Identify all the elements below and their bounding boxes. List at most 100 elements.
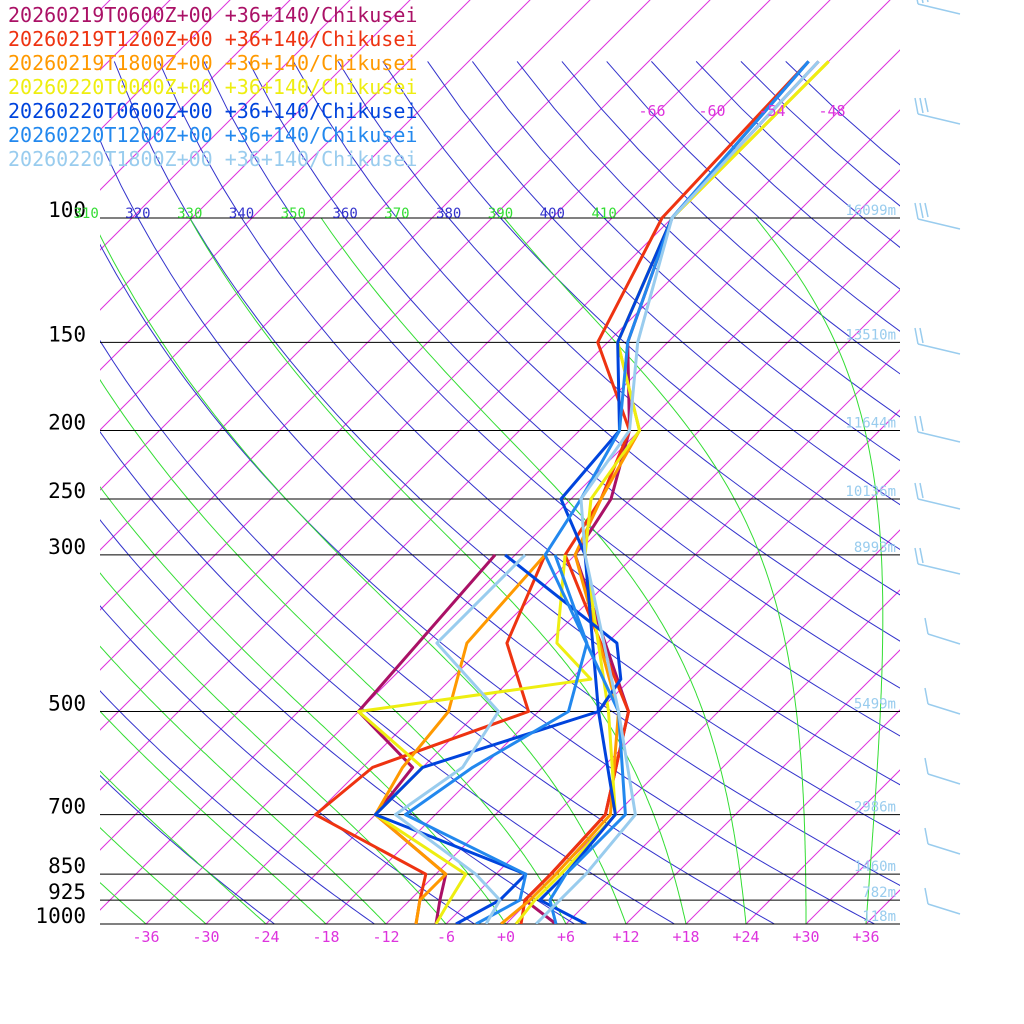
wind-barb-flag xyxy=(924,617,929,635)
isotherm-line xyxy=(926,0,1024,924)
dry-adiabat-line xyxy=(471,61,900,462)
wind-barb-flag xyxy=(916,0,919,5)
temperature-tick-label: -18 xyxy=(312,928,339,946)
upper-isotherm-label: -60 xyxy=(698,102,725,120)
temperature-tick-label: +30 xyxy=(792,928,819,946)
height-label: 11644m xyxy=(845,416,896,432)
wind-barb-shaft xyxy=(927,633,961,645)
wind-barb-shaft xyxy=(927,703,961,715)
temperature-tick-label: -12 xyxy=(372,928,399,946)
wind-barb-flag xyxy=(924,687,929,705)
temperature-tick-label: +0 xyxy=(497,928,515,946)
wind-barb xyxy=(916,0,961,15)
dry-adiabat-line xyxy=(100,243,875,924)
theta-label: 400 xyxy=(540,206,565,222)
height-label: 1460m xyxy=(854,859,896,875)
pressure-label-300: 300 xyxy=(48,535,86,559)
wind-barb-shaft xyxy=(927,903,961,915)
height-label: 118m xyxy=(862,909,896,925)
height-label: 10136m xyxy=(845,484,896,500)
dry-adiabat-line xyxy=(100,519,575,924)
wind-barb-flag xyxy=(919,482,924,499)
wind-barb-flag xyxy=(919,547,924,564)
temperature-tick-label: +18 xyxy=(672,928,699,946)
wind-barb-flag xyxy=(914,415,919,433)
isotherm-line xyxy=(805,829,900,924)
wind-barb-flag xyxy=(924,887,929,905)
pressure-label-200: 200 xyxy=(48,411,86,435)
theta-label: 380 xyxy=(436,206,461,222)
wind-barb xyxy=(924,617,961,645)
temperature-line xyxy=(534,60,820,924)
legend-entry: 20260219T0600Z+00 +36+140/Chikusei xyxy=(8,3,417,27)
wind-barb-shaft xyxy=(917,563,961,575)
height-label: 5499m xyxy=(854,696,896,712)
wind-barb-flag xyxy=(926,0,929,3)
isotherm-line xyxy=(685,709,900,924)
pressure-label-500: 500 xyxy=(48,691,86,715)
dewpoint-line xyxy=(373,553,623,924)
isotherm-line xyxy=(100,0,471,371)
wind-barb-shaft xyxy=(917,113,961,125)
wind-barb-flag xyxy=(921,0,924,4)
legend-entry: 20260220T0600Z+00 +36+140/Chikusei xyxy=(8,99,417,123)
pressure-label-850: 850 xyxy=(48,854,86,878)
isotherm-line xyxy=(986,0,1024,924)
wind-barb-shaft xyxy=(917,431,961,443)
dry-adiabat-line xyxy=(100,774,275,924)
dry-adiabat-line xyxy=(292,61,900,642)
temperature-line xyxy=(543,60,810,924)
dry-adiabat-line xyxy=(427,61,900,506)
upper-isotherm-label: -54 xyxy=(758,102,785,120)
isotherm-line xyxy=(865,889,900,924)
legend-entry: 20260219T1800Z+00 +36+140/Chikusei xyxy=(8,51,417,75)
isotherm-line xyxy=(325,349,900,924)
legend-entry: 20260219T1200Z+00 +36+140/Chikusei xyxy=(8,27,417,51)
theta-label: 320 xyxy=(125,206,150,222)
temperature-tick-label: +24 xyxy=(732,928,759,946)
temperature-line xyxy=(519,60,810,924)
dry-adiabat-line xyxy=(203,61,900,737)
temperature-tick-label: -24 xyxy=(252,928,279,946)
pressure-label-100: 100 xyxy=(48,198,86,222)
wind-barb-flag xyxy=(924,757,929,775)
wind-barb xyxy=(914,97,961,125)
isotherm-line xyxy=(100,0,531,431)
isotherm-line xyxy=(625,649,900,924)
temperature-tick-label: +36 xyxy=(852,928,879,946)
dewpoint-line xyxy=(403,554,589,924)
theta-label: 370 xyxy=(384,206,409,222)
wind-barb xyxy=(914,327,961,355)
temperature-line xyxy=(523,60,820,924)
wind-barb-flag xyxy=(919,202,924,219)
wind-barb-shaft xyxy=(917,3,961,15)
temperature-tick-label: -6 xyxy=(437,928,455,946)
theta-label: 340 xyxy=(229,206,254,222)
dry-adiabat-line xyxy=(100,339,775,924)
theta-label: 310 xyxy=(74,206,99,222)
dry-adiabat-line xyxy=(113,61,900,836)
temperature-tick-label: +6 xyxy=(557,928,575,946)
moist-adiabat-line xyxy=(100,770,267,924)
wind-barb xyxy=(924,827,961,855)
legend-entry: 20260220T1800Z+00 +36+140/Chikusei xyxy=(8,147,417,171)
theta-label: 360 xyxy=(332,206,357,222)
dry-adiabat-lines xyxy=(100,61,900,924)
moist-adiabat-line xyxy=(100,826,207,924)
wind-barb-flag xyxy=(914,482,919,500)
upper-isotherm-label: -66 xyxy=(638,102,665,120)
temperature-tick-label: -30 xyxy=(192,928,219,946)
height-label: 8993m xyxy=(854,540,896,556)
wind-barb-flag xyxy=(924,202,929,218)
wind-barb xyxy=(924,757,961,785)
theta-label: 330 xyxy=(177,206,202,222)
legend-entry: 20260220T0000Z+00 +36+140/Chikusei xyxy=(8,75,417,99)
temperature-line xyxy=(500,60,830,924)
height-label: 2986m xyxy=(854,800,896,816)
temperature-tick-label: +12 xyxy=(612,928,639,946)
wind-barb-shaft xyxy=(917,498,961,510)
moist-adiabat-line xyxy=(755,217,884,924)
wind-barb xyxy=(914,547,961,575)
